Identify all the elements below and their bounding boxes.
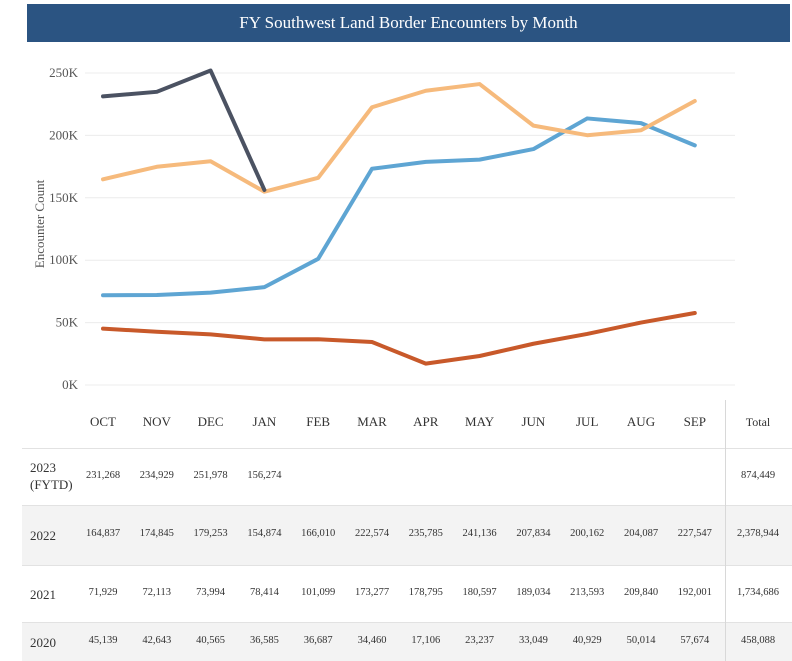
table-cell: 40,929 <box>572 634 602 646</box>
table-cell: 213,593 <box>570 586 605 598</box>
row-band <box>22 505 792 565</box>
chart: Encounter Count 0K 50K 100K 150K 200K 250K <box>32 65 735 392</box>
table-cell: 23,237 <box>465 634 495 646</box>
total-cell: 458,088 <box>740 634 776 646</box>
column-header: JAN <box>252 414 277 429</box>
table-cell: 17,106 <box>411 634 441 646</box>
table-cell: 241,136 <box>462 528 497 539</box>
series-line <box>101 116 697 298</box>
row-divider <box>22 622 792 623</box>
table-cell: 42,643 <box>142 634 172 646</box>
table-cell: 57,674 <box>680 634 710 646</box>
column-header: FEB <box>306 414 331 429</box>
table-cell: 174,845 <box>139 528 174 539</box>
series-line <box>101 82 697 194</box>
table-cell: 45,139 <box>88 634 118 646</box>
row-divider <box>22 505 792 506</box>
column-header: JUL <box>575 414 599 429</box>
y-tick-label: 50K <box>56 315 79 330</box>
y-tick-label: 150K <box>49 190 79 205</box>
column-header: JUN <box>521 414 546 429</box>
table-cell: 235,785 <box>408 528 443 539</box>
table-cell: 179,253 <box>193 528 228 539</box>
total-cell: 874,449 <box>740 469 776 481</box>
table-cell: 166,010 <box>301 528 336 539</box>
table-cell: 173,277 <box>354 586 390 598</box>
table-cell: 156,274 <box>247 469 282 481</box>
table-cell: 251,978 <box>193 469 228 481</box>
row-band <box>22 622 792 661</box>
table-cell: 189,034 <box>516 586 551 598</box>
table-cell: 33,049 <box>518 634 548 646</box>
table-cell: 73,994 <box>196 586 226 598</box>
table-cell: 154,874 <box>247 528 282 539</box>
table-cell: 34,460 <box>357 634 387 646</box>
row-label: 2023 (FYTD) <box>30 459 73 492</box>
table-cell: 36,585 <box>249 634 279 646</box>
y-tick-label: 250K <box>49 65 79 80</box>
table-cell: 204,087 <box>623 528 659 539</box>
table-cell: 164,837 <box>85 528 121 539</box>
total-header: Total <box>745 415 771 429</box>
column-divider <box>725 400 726 661</box>
table-cell: 71,929 <box>88 586 118 598</box>
column-header: MAY <box>465 414 495 429</box>
table-cell: 222,574 <box>354 528 390 539</box>
row-divider <box>22 448 792 449</box>
row-label: 2021 <box>30 586 56 602</box>
table-cell: 101,099 <box>301 586 336 598</box>
column-header: SEP <box>683 414 706 429</box>
total-cell: 2,378,944 <box>737 528 779 539</box>
row-divider <box>22 565 792 566</box>
table-cell: 36,687 <box>303 634 333 646</box>
table-cell: 209,840 <box>623 586 659 598</box>
y-tick-label: 200K <box>49 127 79 142</box>
table-cell: 231,268 <box>85 469 121 481</box>
table-cell: 72,113 <box>142 586 172 598</box>
series-line <box>101 68 267 192</box>
table-cell: 227,547 <box>677 528 712 539</box>
table-cell: 192,001 <box>677 586 712 598</box>
table-cell: 50,014 <box>626 634 656 646</box>
column-header: OCT <box>90 414 116 429</box>
row-label: 2022 <box>30 528 56 543</box>
y-tick-label: 100K <box>49 252 79 267</box>
column-header: APR <box>413 414 439 429</box>
chart-title: FY Southwest Land Border Encounters by M… <box>27 4 790 42</box>
column-header: NOV <box>142 414 171 429</box>
table-cell: 178,795 <box>408 586 443 598</box>
table-cell: 40,565 <box>196 634 226 646</box>
series-line <box>101 311 697 366</box>
table-cell: 180,597 <box>462 586 497 598</box>
column-header: MAR <box>357 414 387 429</box>
column-header: AUG <box>626 414 656 429</box>
table-cell: 207,834 <box>516 528 551 539</box>
table-cell: 78,414 <box>249 586 279 598</box>
row-label: 2020 <box>30 634 56 650</box>
total-cell: 1,734,686 <box>737 586 779 598</box>
table-cell: 200,162 <box>570 528 605 539</box>
table-cell: 234,929 <box>139 469 174 481</box>
y-axis-label: Encounter Count <box>32 179 47 268</box>
column-header: DEC <box>197 414 224 429</box>
y-tick-label: 0K <box>62 377 79 392</box>
